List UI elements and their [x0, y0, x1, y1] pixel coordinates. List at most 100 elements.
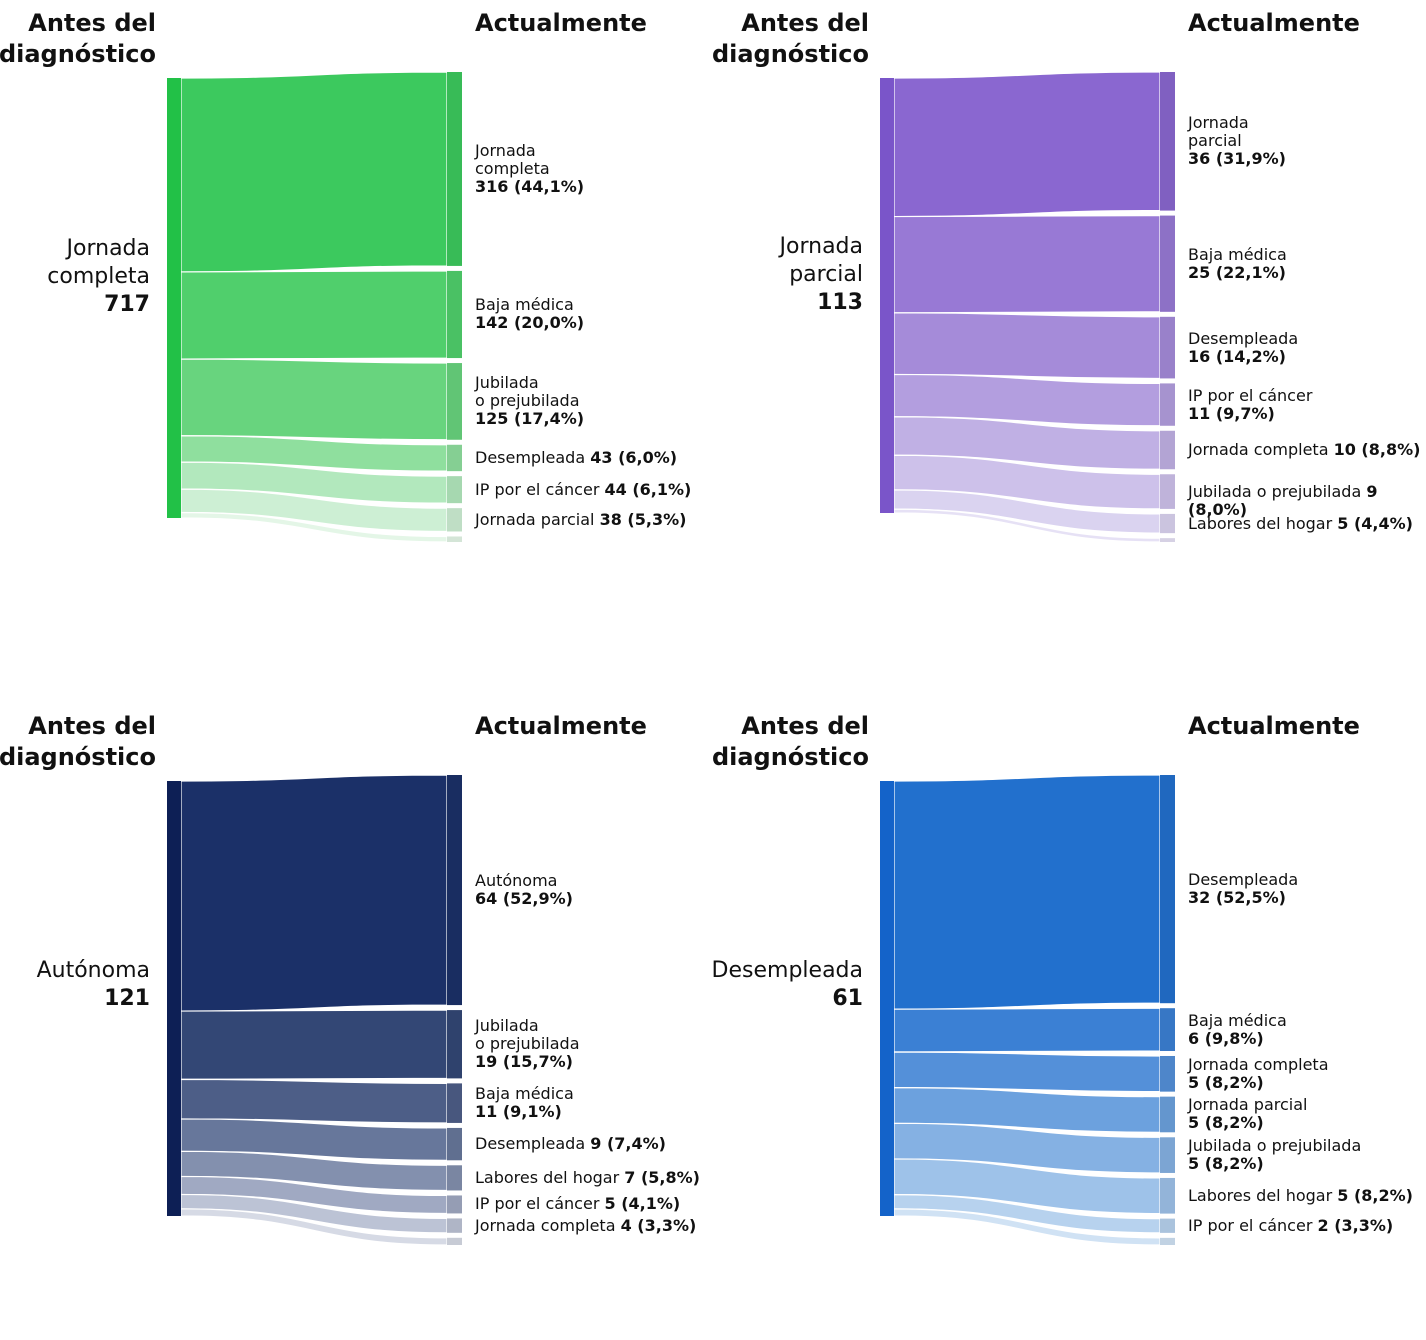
target-node — [447, 72, 462, 266]
target-node — [447, 1083, 462, 1123]
target-value: 38 (5,3%) — [599, 509, 687, 529]
target-value: 7 (5,8%) — [624, 1167, 700, 1187]
header-currently: Actualmente — [475, 712, 647, 740]
target-name: Jornada parcial — [1188, 1095, 1308, 1115]
target-label: Labores del hogar 5 (4,4%) — [1188, 513, 1413, 533]
target-name: Autónoma — [475, 871, 558, 891]
source-node — [167, 781, 181, 1216]
target-value: 6 (9,8%) — [1188, 1028, 1264, 1048]
sankey-panel-jornada-completa: Antes del diagnóstico Actualmente Jornada … — [0, 0, 713, 637]
target-value: 64 (52,9%) — [475, 889, 573, 909]
sankey-svg — [880, 71, 1175, 543]
target-name: Jornada completa — [1188, 1054, 1329, 1074]
target-node — [1160, 72, 1175, 211]
target-value: 5 (8,2%) — [1188, 1113, 1264, 1133]
target-value: 19 (15,7%) — [475, 1052, 573, 1072]
target-node — [447, 1010, 462, 1079]
target-label: Jubilada o prejubilada 19 (15,7%) — [475, 1017, 580, 1071]
target-label: IP por el cáncer 2 (3,3%) — [1188, 1215, 1394, 1235]
target-node — [447, 775, 462, 1006]
header-currently: Actualmente — [1188, 9, 1360, 37]
target-label: Desempleada 9 (7,4%) — [475, 1135, 666, 1153]
source-label: Desempleada 61 — [712, 957, 863, 1013]
header-before-diagnosis: Antes del diagnóstico — [711, 9, 869, 68]
target-name: Desempleada — [1188, 328, 1299, 348]
target-label: Baja médica 6 (9,8%) — [1188, 1010, 1287, 1048]
header-before-diagnosis: Antes del diagnóstico — [0, 9, 156, 68]
target-name: Jornada completa — [475, 1215, 616, 1235]
target-name: Desempleada — [475, 1134, 586, 1154]
source-name: Jornada completa — [47, 236, 150, 289]
sankey-link — [180, 1150, 448, 1192]
target-node — [1160, 430, 1175, 470]
source-label: Autónoma 121 — [37, 957, 150, 1013]
sankey-link — [180, 358, 448, 441]
source-node — [167, 78, 181, 518]
source-node — [880, 781, 894, 1216]
target-value: 9 (8,0%) — [1188, 481, 1378, 519]
target-label: Baja médica 142 (20,0%) — [475, 296, 584, 332]
target-name: Labores del hogar — [1188, 1185, 1333, 1205]
sankey-panel-autonoma: Antes del diagnóstico Actualmente Autónoma… — [0, 703, 713, 1340]
target-value: 4 (3,3%) — [620, 1215, 697, 1235]
sankey-panel-jornada-parcial: Antes del diagnóstico Actualmente Jornada … — [712, 0, 1426, 637]
target-label: Desempleada 43 (6,0%) — [475, 447, 677, 467]
sankey-link — [893, 774, 1161, 1010]
target-name: Jornada parcial — [475, 509, 595, 529]
target-name: Jubilada o prejubilada — [475, 1016, 580, 1054]
sankey-link — [893, 1007, 1161, 1053]
target-node — [1160, 316, 1175, 379]
target-name: IP por el cáncer — [1188, 1215, 1313, 1235]
target-node — [447, 476, 462, 504]
sankey-link — [893, 312, 1161, 380]
target-value: 11 (9,7%) — [1188, 403, 1275, 423]
target-label: Jornada completa 5 (8,2%) — [1188, 1054, 1329, 1092]
sankey-link — [180, 1193, 448, 1234]
target-label: Jornada parcial 5 (8,2%) — [1188, 1096, 1307, 1132]
target-name: Jubilada o prejubilada — [475, 373, 580, 411]
target-name: Baja médica — [475, 1084, 574, 1104]
target-name: Jubilada o prejubilada — [1188, 481, 1362, 501]
target-name: IP por el cáncer — [475, 479, 600, 499]
target-node — [1160, 1096, 1175, 1133]
source-node — [880, 78, 894, 513]
target-name: Baja médica — [1188, 1010, 1287, 1030]
target-node — [447, 363, 462, 440]
target-name: Jornada parcial — [1188, 113, 1249, 151]
target-label: Labores del hogar 5 (8,2%) — [1188, 1185, 1413, 1205]
source-name: Jornada parcial — [779, 233, 863, 287]
target-node — [1160, 474, 1175, 509]
sankey-panel-desempleada: Antes del diagnóstico Actualmente Desemple… — [712, 703, 1426, 1340]
target-value: 2 (3,3%) — [1317, 1215, 1394, 1235]
target-node — [1160, 1237, 1175, 1245]
target-value: 10 (8,8%) — [1333, 440, 1421, 459]
sankey-link — [180, 270, 448, 360]
sankey-svg — [167, 71, 462, 543]
target-node — [1160, 1055, 1175, 1092]
target-node — [1160, 538, 1175, 542]
target-label: IP por el cáncer 5 (4,1%) — [475, 1195, 680, 1213]
sankey-link — [180, 1078, 448, 1124]
target-name: Jornada completa — [1188, 440, 1329, 459]
sankey-link — [893, 71, 1161, 218]
source-value: 61 — [832, 985, 863, 1011]
source-value: 717 — [104, 292, 150, 317]
target-node — [1160, 215, 1175, 312]
target-node — [447, 1237, 462, 1245]
target-node — [447, 270, 462, 359]
target-value: 9 (7,4%) — [590, 1134, 666, 1154]
target-value: 5 (8,2%) — [1188, 1072, 1264, 1092]
target-name: Baja médica — [475, 295, 574, 315]
target-value: 36 (31,9%) — [1188, 149, 1286, 169]
target-label: Desempleada 32 (52,5%) — [1188, 871, 1298, 907]
target-label: Baja médica 11 (9,1%) — [475, 1085, 574, 1121]
sankey-link — [893, 1051, 1161, 1093]
target-value: 16 (14,2%) — [1188, 346, 1286, 366]
target-name: Labores del hogar — [1188, 513, 1333, 533]
target-node — [447, 536, 462, 542]
sankey-svg — [167, 774, 462, 1246]
target-name: Desempleada — [475, 447, 586, 467]
target-node — [1160, 775, 1175, 1004]
target-value: 25 (22,1%) — [1188, 262, 1286, 282]
source-label: Jornada completa 717 — [47, 235, 150, 319]
